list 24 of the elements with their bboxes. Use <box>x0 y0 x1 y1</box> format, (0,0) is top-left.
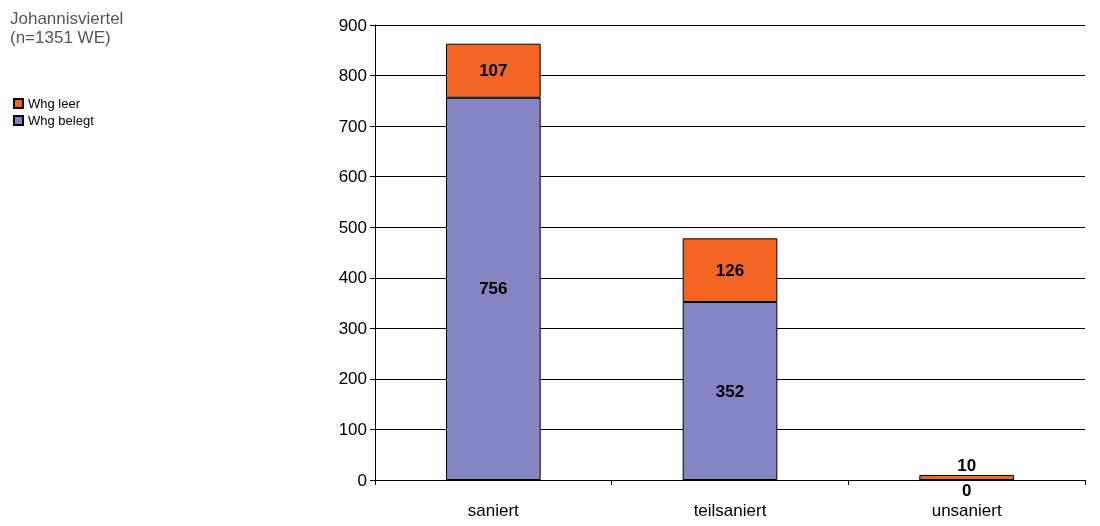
y-tick-label: 300 <box>338 318 367 338</box>
y-tick-label: 700 <box>338 116 367 136</box>
data-label: 10 <box>957 455 977 475</box>
y-tick-label: 100 <box>338 419 367 439</box>
y-tick-label: 400 <box>338 268 367 288</box>
y-tick-label: 200 <box>338 369 367 389</box>
x-tick-label: teilsaniert <box>693 501 767 520</box>
y-tick-label: 500 <box>338 217 367 237</box>
y-tick-label: 0 <box>357 470 367 490</box>
data-label: 126 <box>715 260 745 280</box>
y-tick-label: 800 <box>338 66 367 86</box>
legend-label: Whg leer <box>28 96 81 111</box>
y-tick-label: 600 <box>338 167 367 187</box>
data-label: 756 <box>479 279 508 299</box>
x-tick-label: unsaniert <box>931 501 1002 520</box>
bar <box>919 474 1014 480</box>
x-tick-label: saniert <box>467 501 520 520</box>
data-label: 352 <box>715 381 745 401</box>
data-label: 107 <box>479 61 508 81</box>
data-label: 0 <box>961 480 972 500</box>
legend-label: Whg belegt <box>28 113 95 128</box>
y-tick-label: 900 <box>338 15 367 35</box>
text: (n=1351 WE) <box>10 28 111 47</box>
text: Johannisviertel <box>10 9 124 28</box>
